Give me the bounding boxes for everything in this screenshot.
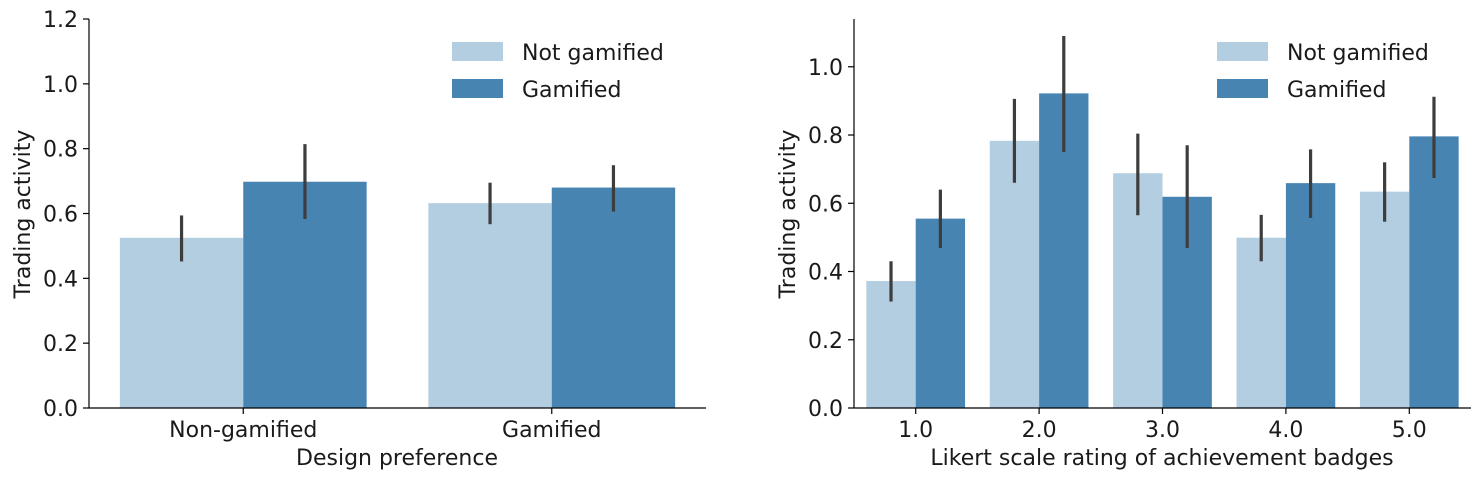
bar-left-0-1 <box>243 181 367 408</box>
legend-swatch-not-gamified-right <box>1217 42 1268 61</box>
x-axis-label-left: Design preference <box>296 446 498 471</box>
bar-right-4-0 <box>1359 191 1410 408</box>
bar-right-3-0 <box>1236 237 1286 408</box>
x-tick-label-right-0: 1.0 <box>898 418 933 443</box>
legend-label-gamified-left: Gamified <box>522 78 621 103</box>
legend-label-not-gamified-left: Not gamified <box>522 41 664 66</box>
y-tick-label-left-3: 0.6 <box>43 203 78 228</box>
x-tick-label-right-2: 3.0 <box>1145 418 1180 443</box>
x-ticks-right: 1.0 2.0 3.0 4.0 5.0 <box>898 408 1427 443</box>
y-tick-label-right-1: 0.2 <box>808 329 843 354</box>
y-tick-label-right-4: 0.8 <box>808 124 843 149</box>
bar-left-0-0 <box>119 237 244 408</box>
y-tick-label-right-5: 1.0 <box>808 56 843 81</box>
legend-label-gamified-right: Gamified <box>1287 78 1386 103</box>
legend-swatch-gamified-right <box>1217 79 1268 98</box>
bars-right <box>866 93 1459 409</box>
y-tick-label-left-1: 0.2 <box>43 332 78 357</box>
legend-left: Not gamified Gamified <box>452 41 664 103</box>
chart-left: 0.0 0.2 0.4 0.6 0.8 1.0 1.2 Non-gamified Gamifi… <box>11 8 706 471</box>
y-tick-label-left-0: 0.0 <box>43 397 78 422</box>
bar-left-1-0 <box>428 203 552 408</box>
bar-right-0-1 <box>915 218 966 408</box>
y-tick-label-right-2: 0.4 <box>808 261 843 286</box>
legend-label-not-gamified-right: Not gamified <box>1287 41 1429 66</box>
y-tick-label-right-0: 0.0 <box>808 397 843 422</box>
y-ticks-left: 0.0 0.2 0.4 0.6 0.8 1.0 1.2 <box>43 8 89 422</box>
bars-left <box>119 181 676 408</box>
y-tick-label-left-5: 1.0 <box>43 73 78 98</box>
y-ticks-right: 0.0 0.2 0.4 0.6 0.8 1.0 <box>808 56 854 422</box>
y-tick-label-left-6: 1.2 <box>43 8 78 33</box>
x-ticks-left: Non-gamified Gamified <box>169 408 601 443</box>
x-axis-label-right: Likert scale rating of achievement badge… <box>930 446 1393 471</box>
error-bars-right <box>889 36 1436 302</box>
y-tick-label-left-2: 0.4 <box>43 267 78 292</box>
x-tick-label-right-1: 2.0 <box>1022 418 1057 443</box>
y-tick-label-left-4: 0.8 <box>43 138 78 163</box>
bar-right-3-1 <box>1285 183 1336 408</box>
legend-swatch-gamified-left <box>452 79 503 98</box>
bar-right-0-0 <box>866 281 916 408</box>
x-tick-label-right-3: 4.0 <box>1268 418 1303 443</box>
y-tick-label-right-3: 0.6 <box>808 192 843 217</box>
x-tick-label-left-0: Non-gamified <box>169 418 317 443</box>
x-tick-label-left-1: Gamified <box>502 418 601 443</box>
chart-right: 0.0 0.2 0.4 0.6 0.8 1.0 1.0 2.0 3.0 4.0 5.0 Liker… <box>776 19 1471 471</box>
bar-right-1-0 <box>989 140 1040 408</box>
error-bars-left <box>179 144 616 262</box>
y-axis-label-left: Trading activity <box>11 130 36 300</box>
x-tick-label-right-4: 5.0 <box>1392 418 1427 443</box>
legend-swatch-not-gamified-left <box>452 42 503 61</box>
legend-right: Not gamified Gamified <box>1217 41 1429 103</box>
bar-right-4-1 <box>1409 136 1459 409</box>
bar-left-1-1 <box>551 187 676 408</box>
y-axis-label-right: Trading activity <box>776 130 801 300</box>
